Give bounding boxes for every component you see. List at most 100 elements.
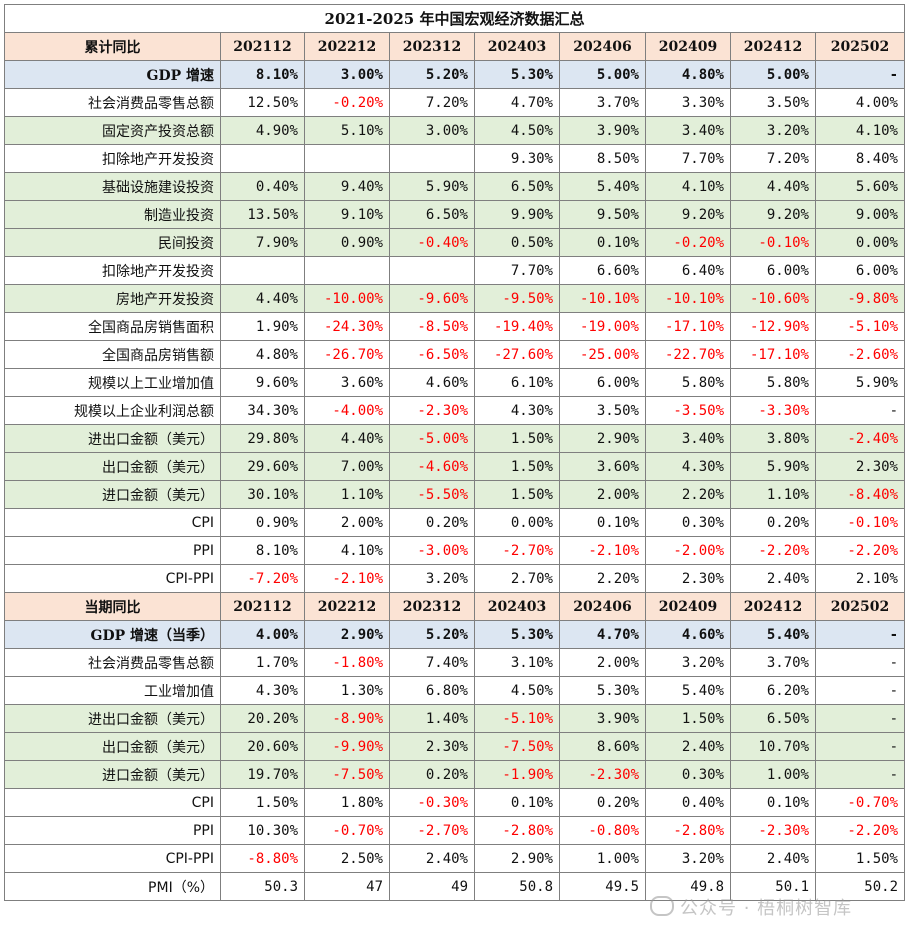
table-row: 出口金额（美元） 20.60% -9.90% 2.30% -7.50% 8.60% 2.40… (4, 732, 905, 761)
table-cell: 5.60% (815, 172, 905, 201)
table-cell: -2.40% (815, 424, 905, 453)
table-cell: 3.00% (304, 60, 390, 89)
table-cell: 0.10% (474, 788, 560, 817)
table-cell: -9.80% (815, 284, 905, 313)
table-cell: 2.20% (559, 564, 646, 593)
table-row: 进出口金额（美元） 29.80% 4.40% -5.00% 1.50% 2.90% 3.40… (4, 424, 905, 453)
table-row: 扣除地产开发投资 9.30% 8.50% 7.70% 7.20% 8.40% (4, 144, 905, 173)
period-header: 202212 (304, 592, 390, 621)
row-label: 基础设施建设投资 (4, 172, 221, 201)
table-cell: -2.70% (389, 816, 475, 845)
table-cell: 2.40% (389, 844, 475, 873)
table-cell: 4.30% (474, 396, 560, 425)
row-label: 进口金额（美元） (4, 760, 221, 789)
table-cell: -0.40% (389, 228, 475, 257)
table-row: 民间投资 7.90% 0.90% -0.40% 0.50% 0.10% -0.20% -0.1… (4, 228, 905, 257)
table-cell: 4.70% (559, 620, 646, 649)
table-cell: 1.50% (220, 788, 305, 817)
period-header: 202502 (815, 32, 905, 61)
table-cell: 1.80% (304, 788, 390, 817)
table-cell (220, 144, 305, 173)
table-cell: 3.40% (645, 116, 731, 145)
table-body: 2021-2025 年中国宏观经济数据汇总 累计同比 202112 202212 20… (4, 4, 905, 901)
table-cell: - (815, 732, 905, 761)
table-cell: 1.50% (645, 704, 731, 733)
table-cell: - (815, 704, 905, 733)
table-cell: 50.8 (474, 872, 560, 901)
row-label: 进出口金额（美元） (4, 704, 221, 733)
table-cell: 5.20% (389, 620, 475, 649)
table-cell: -4.00% (304, 396, 390, 425)
table-row: 进口金额（美元） 19.70% -7.50% 0.20% -1.90% -2.30% 0.3… (4, 760, 905, 789)
table-cell: 5.00% (730, 60, 816, 89)
table-cell: -2.30% (559, 760, 646, 789)
table-cell: 2.90% (474, 844, 560, 873)
table-cell: 2.30% (815, 452, 905, 481)
table-cell: 5.00% (559, 60, 646, 89)
table-cell: -10.10% (645, 284, 731, 313)
row-label: CPI (4, 508, 221, 537)
table-row: 工业增加值 4.30% 1.30% 6.80% 4.50% 5.30% 5.40% 6.20%… (4, 676, 905, 705)
table-cell: -24.30% (304, 312, 390, 341)
table-cell: 0.90% (304, 228, 390, 257)
table-cell: -0.20% (645, 228, 731, 257)
table-cell: 3.00% (389, 116, 475, 145)
table-cell: 6.60% (559, 256, 646, 285)
table-cell: -9.60% (389, 284, 475, 313)
table-cell: 10.30% (220, 816, 305, 845)
row-label: 进出口金额（美元） (4, 424, 221, 453)
table-cell: 5.80% (730, 368, 816, 397)
table-cell: -3.30% (730, 396, 816, 425)
table-row: GDP 增速（当季） 4.00% 2.90% 5.20% 5.30% 4.70% 4.60%… (4, 620, 905, 649)
table-cell: -0.30% (389, 788, 475, 817)
table-cell: -1.80% (304, 648, 390, 677)
table-cell: 49.5 (559, 872, 646, 901)
row-label: 出口金额（美元） (4, 452, 221, 481)
row-label: 出口金额（美元） (4, 732, 221, 761)
table-cell: -5.10% (815, 312, 905, 341)
period-header: 202406 (559, 32, 646, 61)
table-cell: -2.30% (730, 816, 816, 845)
table-row: 社会消费品零售总额 12.50% -0.20% 7.20% 4.70% 3.70% 3.30… (4, 88, 905, 117)
table-row: 出口金额（美元） 29.60% 7.00% -4.60% 1.50% 3.60% 4.30%… (4, 452, 905, 481)
table-cell: -2.10% (559, 536, 646, 565)
table-cell: 3.20% (389, 564, 475, 593)
table-cell: -8.50% (389, 312, 475, 341)
table-cell: 7.90% (220, 228, 305, 257)
table-cell: 4.70% (474, 88, 560, 117)
table-cell: 0.00% (474, 508, 560, 537)
table-cell: 6.50% (474, 172, 560, 201)
table-cell: - (815, 620, 905, 649)
table-cell: -0.10% (730, 228, 816, 257)
table-cell: -17.10% (645, 312, 731, 341)
table-cell: 3.20% (730, 116, 816, 145)
table-cell: 3.80% (730, 424, 816, 453)
table-cell: - (815, 760, 905, 789)
period-header: 202406 (559, 592, 646, 621)
table-row: PMI（%） 50.3 47 49 50.8 49.5 49.8 50.1 50.2 (4, 872, 905, 901)
table-cell: -2.30% (389, 396, 475, 425)
period-header: 202412 (730, 32, 816, 61)
table-cell (220, 256, 305, 285)
table-cell: 30.10% (220, 480, 305, 509)
row-label: 全国商品房销售面积 (4, 312, 221, 341)
section-header-row: 当期同比 202112 202212 202312 202403 202406 202409… (4, 592, 905, 621)
table-row: 进出口金额（美元） 20.20% -8.90% 1.40% -5.10% 3.90% 1.5… (4, 704, 905, 733)
table-cell: 1.30% (304, 676, 390, 705)
row-label: 规模以上工业增加值 (4, 368, 221, 397)
table-cell: -7.20% (220, 564, 305, 593)
table-cell: -2.70% (474, 536, 560, 565)
table-cell: 2.30% (389, 732, 475, 761)
table-cell: 12.50% (220, 88, 305, 117)
table-cell: 0.50% (474, 228, 560, 257)
table-cell: 2.20% (645, 480, 731, 509)
table-cell: -27.60% (474, 340, 560, 369)
table-cell: 3.60% (304, 368, 390, 397)
table-cell: 4.50% (474, 676, 560, 705)
table-cell: -8.40% (815, 480, 905, 509)
table-cell: -19.40% (474, 312, 560, 341)
period-header: 202412 (730, 592, 816, 621)
table-cell: 4.10% (815, 116, 905, 145)
table-cell: 5.90% (730, 452, 816, 481)
table-cell: 0.10% (559, 508, 646, 537)
